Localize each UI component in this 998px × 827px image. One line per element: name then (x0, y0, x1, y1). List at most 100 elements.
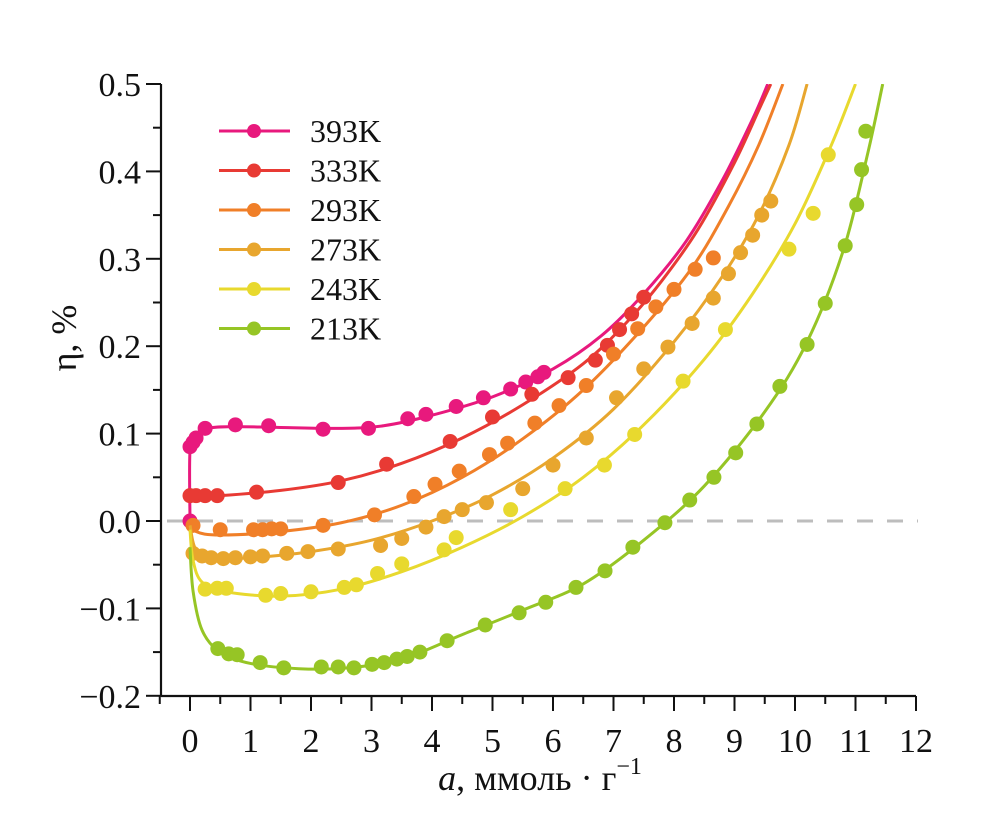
data-point-243k (675, 373, 691, 389)
data-point-333k (524, 386, 540, 402)
data-point-333k (330, 475, 346, 491)
data-point-273k (255, 548, 271, 564)
series-243k (188, 84, 857, 603)
series-273k (185, 84, 809, 567)
data-point-243k (627, 426, 643, 442)
data-point-293k (705, 250, 721, 266)
data-point-293k (451, 463, 467, 479)
data-point-393k (536, 364, 552, 380)
x-tick-label: 4 (424, 723, 441, 760)
data-point-293k (527, 415, 543, 431)
data-point-243k (596, 457, 612, 473)
legend-marker-243k (247, 282, 261, 296)
data-point-273k (578, 430, 594, 446)
data-point-273k (745, 227, 761, 243)
data-point-213k (799, 336, 815, 352)
x-tick-label: 2 (303, 723, 320, 760)
data-point-243k (820, 147, 836, 163)
legend-marker-333k (247, 163, 261, 178)
data-point-273k (684, 315, 700, 331)
x-tick-label: 7 (605, 723, 622, 760)
data-point-273k (705, 290, 721, 306)
series-213k (188, 84, 885, 676)
data-point-273k (418, 519, 434, 535)
data-point-393k (227, 417, 243, 433)
data-point-273k (609, 390, 625, 406)
data-point-393k (315, 421, 331, 437)
axes: −0.2−0.10.00.10.20.30.40.50 1 2 3 4 5 6 7 8 9 10 11… (79, 67, 933, 760)
legend-marker-293k (247, 203, 261, 217)
legend-marker-273k (247, 242, 261, 257)
data-point-243k (258, 587, 274, 603)
data-point-273k (394, 530, 410, 546)
legend-label-393k: 393K (310, 113, 381, 149)
data-point-213k (568, 579, 584, 595)
data-point-213k (706, 469, 722, 485)
data-point-333k (485, 409, 500, 425)
data-point-273k (545, 457, 561, 473)
plot-area (182, 84, 885, 676)
data-point-213k (657, 515, 673, 531)
data-point-333k (197, 488, 213, 504)
x-tick-label: 8 (666, 723, 683, 760)
data-point-243k (436, 542, 452, 558)
x-tick-label: 9 (726, 723, 743, 760)
data-point-333k (560, 370, 576, 386)
legend-item-213k: 213K (219, 311, 381, 347)
data-point-393k (475, 390, 491, 406)
series-333k (182, 84, 773, 504)
data-point-243k (448, 530, 464, 546)
data-point-273k (279, 545, 295, 561)
data-point-393k (518, 374, 534, 390)
data-point-213k (229, 647, 245, 663)
data-point-213k (538, 594, 554, 610)
data-point-293k (578, 378, 594, 394)
legend-label-293k: 293K (310, 192, 381, 228)
data-point-393k (360, 420, 376, 436)
data-point-243k (805, 205, 821, 221)
y-tick-label: 0.0 (99, 504, 142, 541)
data-point-243k (218, 580, 234, 596)
data-point-213k (399, 648, 415, 664)
data-point-273k (733, 245, 749, 261)
series-293k (185, 84, 785, 538)
fit-line-293k (188, 84, 785, 537)
data-point-213k (837, 238, 853, 254)
x-tick-label: 1 (242, 723, 259, 760)
data-point-333k (442, 433, 458, 449)
data-point-293k (315, 517, 331, 533)
y-tick-label: −0.2 (79, 679, 141, 716)
data-point-213k (346, 660, 362, 676)
legend-item-243k: 243K (219, 271, 381, 307)
data-point-393k (188, 430, 204, 446)
fit-line-243k (188, 84, 857, 598)
x-tick-label: 0 (182, 723, 199, 760)
data-point-213k (749, 416, 765, 432)
fit-line-393k (188, 84, 770, 522)
data-point-273k (300, 544, 316, 560)
data-point-213k (682, 492, 698, 508)
data-point-293k (367, 507, 383, 523)
data-point-243k (503, 502, 519, 518)
data-point-243k (303, 584, 319, 600)
data-point-273k (330, 541, 346, 557)
data-point-333k (587, 352, 603, 368)
data-point-213k (817, 295, 833, 311)
data-point-243k (394, 556, 410, 572)
legend-item-293k: 293K (219, 192, 381, 228)
data-point-213k (364, 656, 380, 672)
data-point-213k (849, 197, 865, 213)
data-point-213k (511, 605, 527, 621)
data-point-333k (636, 289, 652, 305)
data-point-293k (427, 476, 443, 492)
data-point-393k (400, 411, 416, 427)
x-tick-label: 12 (899, 723, 933, 760)
fit-line-273k (188, 84, 809, 561)
data-point-213k (252, 655, 268, 671)
data-point-293k (687, 261, 703, 277)
data-point-293k (648, 299, 664, 315)
series-layer (182, 84, 885, 676)
data-point-243k (336, 579, 352, 595)
data-point-293k (185, 517, 201, 533)
data-point-293k (630, 321, 646, 337)
